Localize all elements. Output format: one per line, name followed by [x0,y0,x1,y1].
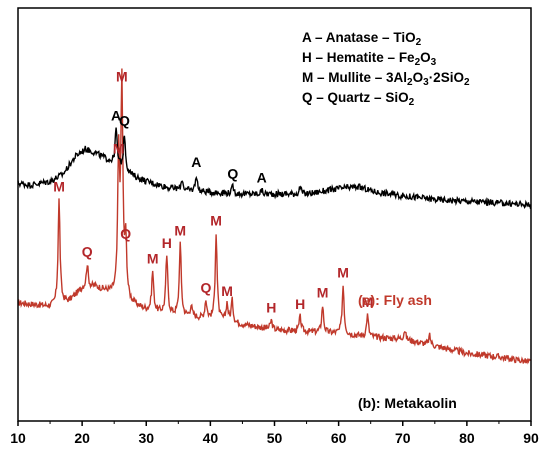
x-tick-label: 80 [459,430,475,446]
legend-formula-part: Fe [399,50,415,65]
legend-formula-part: O [420,50,431,65]
legend-part: – [311,30,326,45]
peak-label: A [111,107,121,123]
x-tick-label: 60 [331,430,347,446]
x-tick-label: 30 [138,430,154,446]
legend-part: – [370,90,385,105]
x-tick-label: 20 [74,430,90,446]
x-tick-label: 50 [267,430,283,446]
legend-part: – [384,50,399,65]
peak-label: M [210,213,222,229]
peak-label: M [337,264,349,280]
legend-entry: M – Mullite – 3Al2O3·2SiO2 [302,70,470,88]
series-group [17,68,532,365]
peak-label: M [113,141,125,157]
legend-part: Q [302,90,313,105]
legend-part: Hematite [327,50,385,65]
legend-formula-part: 2 [407,77,413,88]
x-tick-label: 10 [10,430,26,446]
series-label-fly-ash: (a): Fly ash [358,292,432,308]
series-line-1 [17,127,532,210]
peak-label: H [162,235,172,251]
legend-formula-part: 2 [409,97,415,108]
peak-label: H [295,296,305,312]
peak-label: A [191,154,201,170]
legend-part: – [312,50,327,65]
legend-formula-part: SiO [385,90,408,105]
legend-formula-part: 3 [423,77,429,88]
peak-label: M [221,283,233,299]
series-label-metakaolin: (b): Metakaolin [358,395,457,411]
legend-entry: A – Anatase – TiO2 [302,30,422,48]
peak-label: M [317,285,329,301]
legend-formula-part: 3 [431,57,437,68]
legend-part: – [313,90,328,105]
peak-label: M [53,178,65,194]
x-axis: 10 20 30 40 50 60 70 80 90 [10,421,539,446]
legend-entry: H – Hematite – Fe2O3 [302,50,437,68]
peak-label: H [266,299,276,315]
legend-entry: Q – Quartz – SiO2 [302,90,415,108]
peak-label: Q [120,225,131,241]
x-tick-label: 90 [523,430,539,446]
legend-formula-part: 2 [415,57,421,68]
legend-formula-part: 3Al [386,70,407,85]
legend-part: – [371,70,386,85]
legend-part: Quartz [328,90,371,105]
legend-formula-part: 2 [416,37,422,48]
series-labels-group: (a): Fly ash (b): Metakaolin [358,292,457,411]
legend-formula-part: O [413,70,424,85]
peak-label: Q [82,243,93,259]
peak-label: Q [227,165,238,181]
legend-part: A [302,30,312,45]
peak-label: M [116,68,128,84]
peak-label: M [174,223,186,239]
legend-part: H [302,50,312,65]
legend-part: – [313,70,328,85]
peak-label: A [257,169,267,185]
peak-label: M [147,250,159,266]
x-tick-label: 70 [395,430,411,446]
peak-label: Q [200,279,211,295]
legend-formula-part: 2 [464,77,470,88]
legend-formula-part: TiO [393,30,415,45]
legend-formula-part: ·2SiO [429,70,464,85]
series-line-0 [17,68,532,365]
peak-label: Q [119,113,130,129]
x-tick-label: 40 [203,430,219,446]
legend-part: M [302,70,313,85]
legend-part: Mullite [328,70,371,85]
legend-part: Anatase [326,30,379,45]
peak-label: M [362,294,374,310]
legend-part: – [378,30,393,45]
